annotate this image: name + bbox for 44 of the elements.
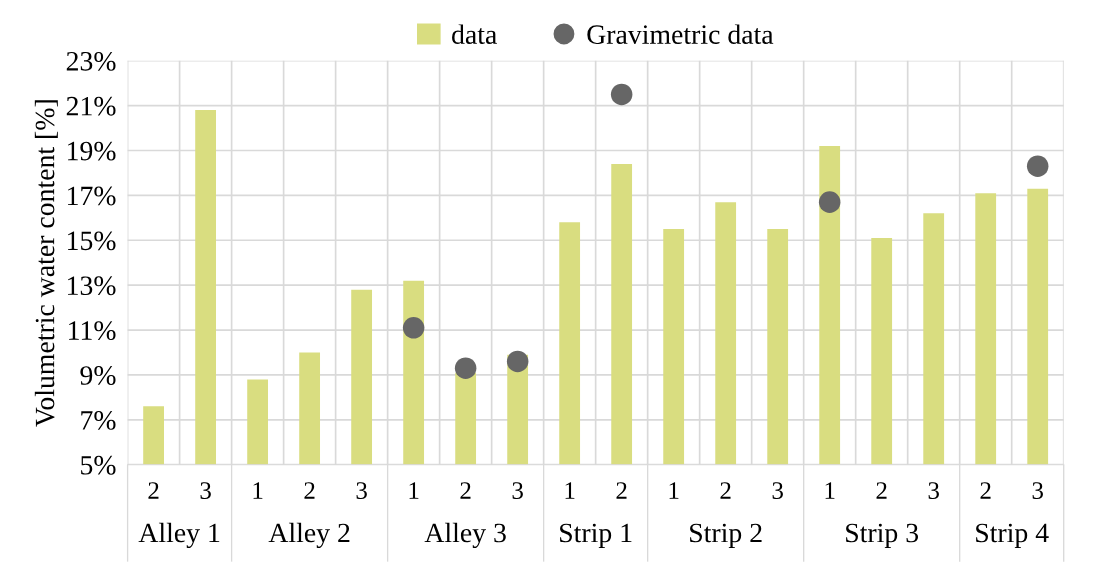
x-tick-label: 2 [720,482,731,499]
y-tick-label: 17% [68,186,116,206]
x-tick-label: 2 [304,482,315,499]
point [1026,155,1049,177]
x-tick-label: 2 [876,482,887,499]
y-tick-label: 13% [68,276,116,296]
text: Strip 1 [560,523,632,548]
point [454,357,477,379]
point [818,191,841,213]
point [402,317,425,339]
x-tick-label: 2 [148,482,159,499]
x-tick-label: 1 [253,482,263,499]
y-tick-label: 15% [68,231,116,251]
legend-label: data [452,24,497,44]
x-tick-label: 1 [565,482,575,499]
x-tick-label: 1 [825,482,835,499]
y-tick-label: 19% [68,141,116,161]
y-tick-label: 11% [69,321,116,341]
x-tick-label: 1 [669,482,679,499]
x-tick-label: 3 [512,482,523,499]
y-tick-label: 9% [80,366,116,385]
x-tick-label: 2 [616,482,627,499]
point [506,350,529,373]
x-tick-label: 1 [409,482,419,499]
legend-label: Gravimetric data [587,24,774,44]
y-tick-label: 7% [81,410,116,430]
text: Strip 2 [690,523,762,548]
point [610,83,633,106]
x-tick-label: 3 [356,482,367,499]
x-tick-label: 2 [460,482,471,499]
text: Alley 3 [424,522,506,549]
x-tick-label: 3 [1032,482,1043,499]
y-tick-label: 21% [66,96,116,116]
text: Strip 3 [846,523,919,548]
text: Strip 4 [976,523,1049,548]
text: Alley 2 [268,522,350,549]
y-tick-label: 23% [66,51,116,71]
x-tick-label: 3 [928,482,939,499]
x-tick-label: 3 [772,482,783,499]
x-tick-label: 2 [980,482,991,499]
x-tick-label: 3 [200,482,211,499]
y-tick-label: 5% [81,455,116,475]
y-axis-title: Volumetric water content [%] [34,100,58,427]
text: Alley 1 [138,522,220,549]
